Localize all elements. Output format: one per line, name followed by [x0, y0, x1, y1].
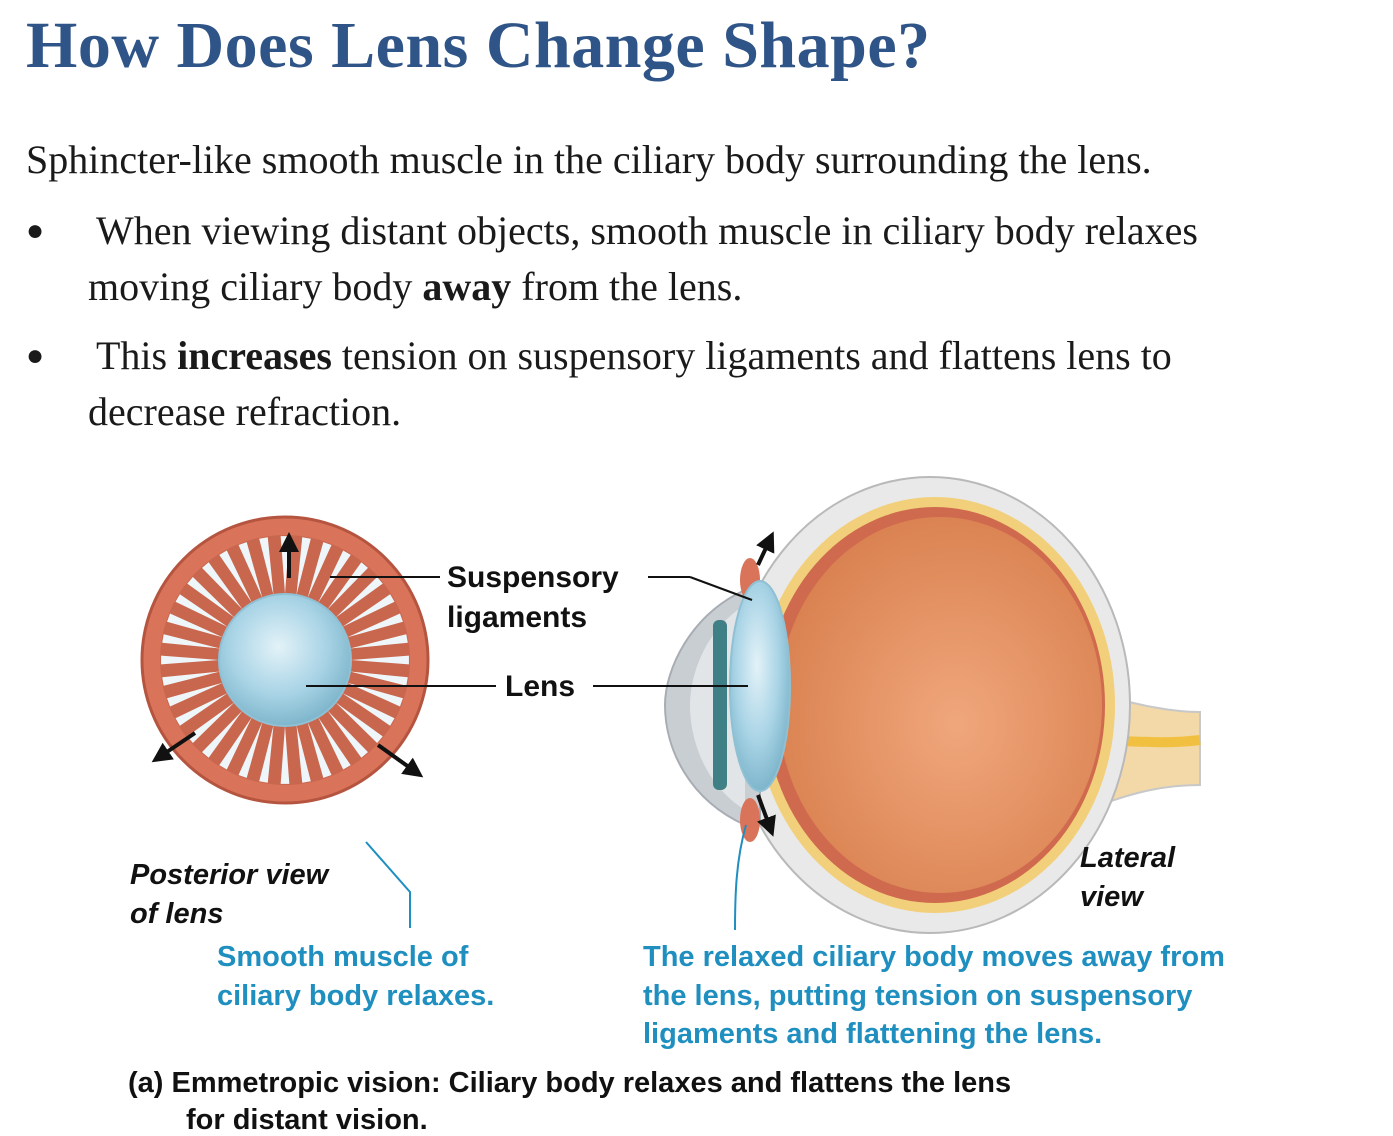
posterior-view-lens: [140, 515, 430, 805]
bullet-2-line-2: decrease refraction.: [88, 389, 402, 434]
arrow-up-icon: [756, 531, 775, 566]
label-posterior-line-1: Posterior view: [130, 859, 331, 891]
caption-line-2: for distant vision.: [186, 1104, 428, 1136]
suspensory-ligament: [351, 655, 409, 665]
suspensory-ligament: [347, 613, 403, 638]
suspensory-ligament: [327, 710, 368, 758]
note-leader-lines: [365, 824, 747, 931]
suspensory-ligament: [162, 634, 221, 649]
bullet-1-line-1: When viewing distant objects, smooth mus…: [96, 208, 1198, 253]
suspensory-ligament: [342, 693, 395, 726]
suspensory-ligament: [335, 577, 383, 618]
suspensory-ligament: [161, 655, 219, 665]
suspensory-ligament: [342, 594, 395, 627]
note-right-line-1: The relaxed ciliary body moves away from: [643, 941, 1225, 973]
bullet-dot-icon: ●: [26, 339, 45, 372]
bullet-item-1: ● When viewing distant objects, smooth m…: [26, 203, 1376, 315]
bullet-2-bold: increases: [177, 333, 332, 378]
suspensory-ligament: [175, 594, 228, 627]
suspensory-ligament: [307, 542, 332, 598]
suspensory-ligament: [219, 717, 252, 770]
label-lateral-line-2: view: [1080, 881, 1145, 913]
suspensory-ligament: [335, 702, 383, 743]
suspensory-ligament: [202, 710, 243, 758]
suspensory-ligament: [259, 537, 274, 596]
bullet-2-line-1: This increases tension on suspensory lig…: [96, 333, 1172, 378]
note-right-line-2: the lens, putting tension on suspensory: [643, 980, 1192, 1012]
eye-lens-diagram: Suspensory ligaments Lens Posterior view…: [128, 476, 1225, 1136]
suspensory-ligament: [318, 717, 351, 770]
note-right-line-3: ligaments and flattening the lens.: [643, 1018, 1102, 1050]
suspensory-ligament: [219, 550, 252, 603]
suspensory-ligament: [238, 542, 263, 598]
leader-lines: [306, 576, 753, 687]
suspensory-ligament: [187, 702, 235, 743]
suspensory-ligament: [187, 577, 235, 618]
suspensory-ligament: [296, 537, 311, 596]
bullet-1-bold: away: [422, 264, 512, 309]
bullet-item-2: ● This increases tension on suspensory l…: [26, 328, 1376, 440]
bullet-dot-icon: ●: [26, 214, 45, 247]
iris: [713, 620, 727, 790]
suspensory-ligament: [349, 634, 408, 649]
lens-posterior: [218, 593, 352, 727]
suspensory-ligament: [280, 726, 290, 784]
vitreous-body: [778, 517, 1102, 893]
lateral-view-eye: [663, 476, 1201, 934]
suspensory-ligament: [307, 722, 332, 778]
suspensory-ligaments-radial: [161, 536, 409, 784]
intro-text: Sphincter-like smooth muscle in the cili…: [26, 137, 1152, 182]
arrow-down-right-icon: [376, 743, 424, 778]
suspensory-ligament: [296, 724, 311, 783]
suspensory-ligament: [238, 722, 263, 778]
label-suspensory-line-1: Suspensory: [447, 561, 619, 594]
suspensory-ligament: [202, 562, 243, 610]
label-posterior-line-2: of lens: [130, 898, 223, 930]
suspensory-ligament: [175, 693, 228, 726]
note-left-line-1: Smooth muscle of: [217, 941, 469, 973]
suspensory-ligament: [349, 671, 408, 686]
note-left-line-2: ciliary body relaxes.: [217, 980, 494, 1012]
suspensory-ligament: [347, 682, 403, 707]
caption-line-1: (a) Emmetropic vision: Ciliary body rela…: [128, 1067, 1011, 1099]
page-title: How Does Lens Change Shape?: [26, 9, 931, 82]
suspensory-ligament: [167, 682, 223, 707]
label-suspensory-line-2: ligaments: [447, 601, 587, 634]
suspensory-ligament: [167, 613, 223, 638]
suspensory-ligament: [259, 724, 274, 783]
suspensory-ligament: [162, 671, 221, 686]
arrow-down-left-icon: [151, 731, 197, 763]
label-lens: Lens: [505, 670, 575, 703]
label-lateral-line-1: Lateral: [1080, 842, 1176, 874]
arrow-down-icon: [756, 794, 776, 837]
suspensory-ligament: [327, 562, 368, 610]
bullet-1-line-2: moving ciliary body away from the lens.: [88, 264, 743, 309]
